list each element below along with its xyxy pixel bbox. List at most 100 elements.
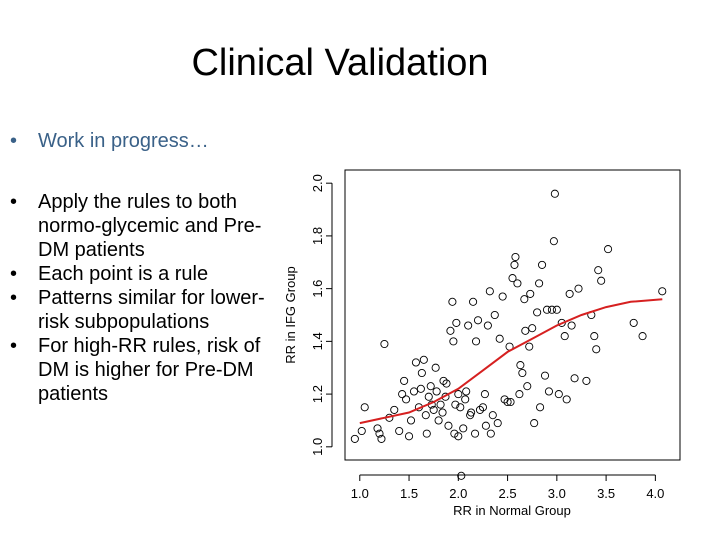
data-point xyxy=(357,426,366,436)
data-point xyxy=(528,324,537,333)
data-point xyxy=(424,392,433,401)
data-point xyxy=(404,432,414,441)
bullet-marker: • xyxy=(10,130,18,152)
plot-frame xyxy=(344,169,681,461)
data-point xyxy=(473,316,483,325)
data-point xyxy=(469,297,478,306)
x-tick-label: 1.0 xyxy=(351,486,369,501)
data-point xyxy=(552,305,561,314)
data-point xyxy=(438,408,447,417)
bullet-item: • Each point is a rule xyxy=(10,262,280,286)
x-tick-label: 2.0 xyxy=(449,486,467,501)
data-point xyxy=(480,390,489,399)
data-point xyxy=(516,361,525,370)
data-point xyxy=(432,387,441,396)
data-point xyxy=(444,421,453,430)
data-point xyxy=(535,279,544,288)
y-axis-label: RR in IFG Group xyxy=(283,266,298,364)
data-point xyxy=(638,332,647,341)
data-point xyxy=(549,237,558,246)
data-point xyxy=(493,419,502,428)
data-points xyxy=(350,189,667,480)
y-tick-label: 1.4 xyxy=(310,332,325,350)
x-tick-label: 1.5 xyxy=(400,486,418,501)
data-point xyxy=(490,310,499,320)
data-point xyxy=(434,416,443,425)
data-point xyxy=(409,387,419,396)
data-point xyxy=(442,379,451,388)
slide-title: Clinical Validation xyxy=(191,42,489,84)
data-point xyxy=(486,429,495,438)
y-axis: 1.0 1.2 1.4 1.6 1.8 2.0 xyxy=(310,174,333,456)
data-point xyxy=(518,368,527,378)
data-point xyxy=(478,403,487,412)
data-point xyxy=(533,308,542,317)
bullet-item: • For high-RR rules, risk of DM is highe… xyxy=(10,334,280,406)
data-point xyxy=(536,403,545,412)
data-point xyxy=(567,321,576,330)
x-tick-label: 4.0 xyxy=(646,486,664,501)
data-point xyxy=(417,368,426,378)
bullet-item: • Work in progress… xyxy=(10,129,209,153)
data-point xyxy=(485,287,494,296)
data-point xyxy=(508,274,517,283)
data-point xyxy=(454,432,463,441)
data-point xyxy=(562,395,571,404)
data-point xyxy=(515,390,524,399)
data-point xyxy=(360,403,369,412)
data-point xyxy=(380,339,389,349)
data-point xyxy=(439,376,448,385)
data-point xyxy=(565,289,574,298)
data-point xyxy=(464,321,473,330)
bullet-marker: • xyxy=(10,191,18,213)
data-point xyxy=(457,471,466,480)
x-tick-label: 2.5 xyxy=(499,486,517,501)
data-point xyxy=(475,405,485,414)
data-point xyxy=(554,390,563,399)
data-point xyxy=(658,287,667,296)
data-point xyxy=(459,424,468,433)
data-point xyxy=(523,382,532,391)
bullet-text-each-point: Each point is a rule xyxy=(38,263,209,285)
bullet-text-patterns: Patterns similar for lower-risk subpopul… xyxy=(38,287,265,333)
data-point xyxy=(592,345,601,354)
data-point xyxy=(483,321,492,330)
data-point xyxy=(449,337,458,346)
data-point xyxy=(521,326,530,335)
data-point xyxy=(416,384,425,393)
data-point xyxy=(461,395,470,404)
data-point xyxy=(547,305,556,314)
data-point xyxy=(495,334,504,343)
data-point xyxy=(544,387,554,396)
data-point xyxy=(471,429,480,438)
data-point xyxy=(454,390,463,399)
data-point xyxy=(452,318,461,327)
data-point xyxy=(395,426,404,436)
data-point xyxy=(481,421,490,430)
data-point xyxy=(446,326,455,335)
data-point xyxy=(530,419,539,428)
data-point xyxy=(520,295,529,304)
smooth-curve xyxy=(359,298,663,425)
data-point xyxy=(582,376,591,385)
data-point xyxy=(422,429,431,438)
data-point xyxy=(398,390,407,399)
data-point xyxy=(542,305,552,314)
data-point xyxy=(594,266,603,275)
y-tick-label: 1.8 xyxy=(310,227,325,245)
bullet-marker: • xyxy=(10,335,18,357)
data-point xyxy=(350,434,359,443)
data-point xyxy=(503,397,512,407)
y-tick-label: 1.0 xyxy=(310,438,325,456)
data-point xyxy=(629,318,638,327)
data-point xyxy=(506,397,515,407)
data-point xyxy=(590,332,599,341)
data-point xyxy=(375,429,384,438)
x-axis-label: RR in Normal Group xyxy=(453,503,571,518)
data-point xyxy=(574,284,583,293)
data-point xyxy=(400,376,409,385)
loess-curve xyxy=(359,298,663,425)
data-point xyxy=(421,411,430,420)
data-point xyxy=(471,337,481,346)
data-point xyxy=(451,400,460,409)
